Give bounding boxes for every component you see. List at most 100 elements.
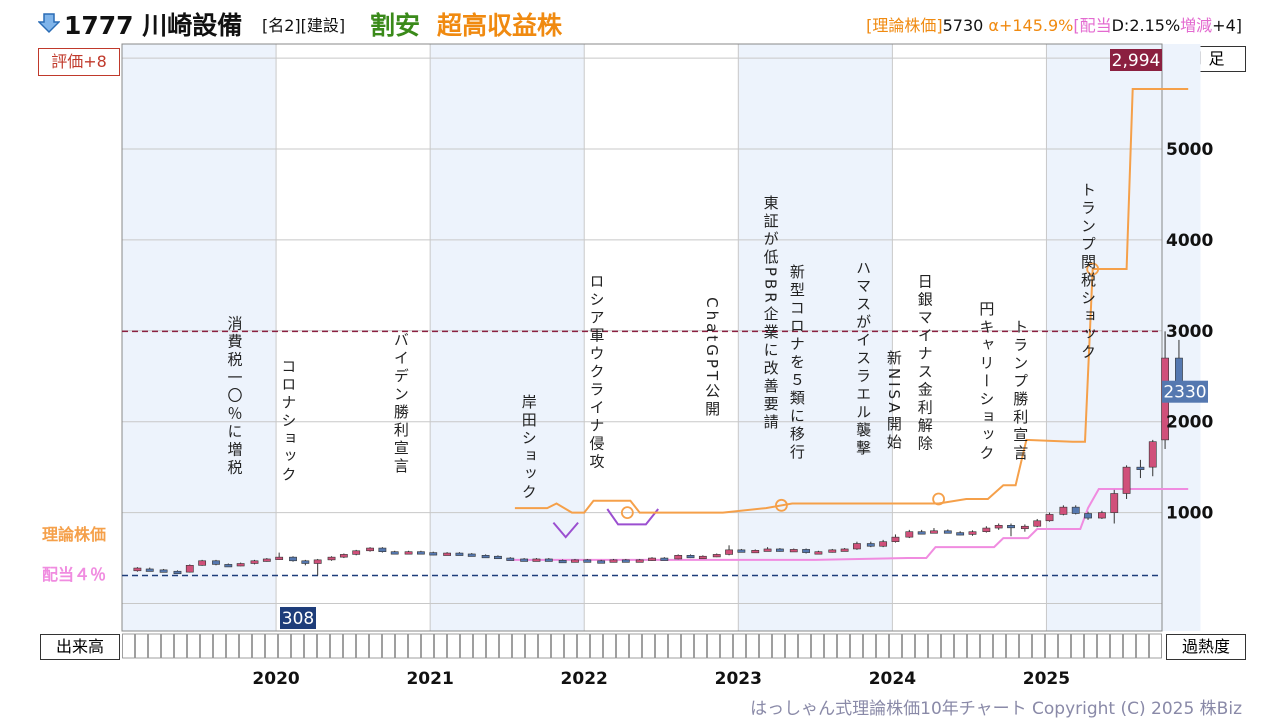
- candle-body: [212, 560, 220, 565]
- dividend-line-label: 配当４％: [42, 565, 107, 584]
- alpha-value: α+145.9%: [988, 16, 1074, 35]
- volume-cell: [746, 633, 759, 659]
- volume-cell: [954, 633, 967, 659]
- theory-price-value: 5730: [942, 16, 984, 35]
- candle-body: [1045, 514, 1054, 522]
- volume-cell: [278, 633, 291, 659]
- theory-marker: [932, 492, 945, 506]
- copyright-footer: はっしゃん式理論株価10年チャート Copyright (C) 2025 株Bi…: [750, 699, 1242, 719]
- candle-body: [917, 531, 926, 535]
- year-label: 2021: [406, 669, 453, 689]
- volume-cell: [707, 633, 720, 659]
- candle-body: [698, 555, 707, 560]
- candle-body: [891, 536, 900, 542]
- volume-cell: [1149, 633, 1162, 659]
- volume-cell: [889, 633, 902, 659]
- event-annotation: コロナショック: [279, 359, 297, 485]
- change-label: 増減: [1180, 16, 1213, 35]
- candle-body: [635, 559, 644, 563]
- volume-cell: [460, 633, 473, 659]
- market-sector-tags: [名2][建設]: [262, 16, 346, 35]
- volume-cell: [265, 633, 278, 659]
- candle-body: [378, 547, 387, 552]
- candle-body: [583, 559, 592, 563]
- volume-cell: [967, 633, 980, 659]
- overheat-label: 過熱度: [1166, 634, 1246, 660]
- theory-marker: [1086, 262, 1100, 276]
- volume-cell: [1136, 633, 1149, 659]
- event-annotation: 新型コロナを５類に移行: [788, 264, 806, 462]
- plot-frame: [121, 43, 1163, 632]
- volume-cell: [824, 633, 837, 659]
- volume-cell: [1019, 633, 1032, 659]
- volume-cell: [681, 633, 694, 659]
- candle-body: [390, 551, 399, 555]
- event-annotation: ロシア軍ウクライナ侵攻: [588, 273, 606, 471]
- candle-body: [159, 569, 168, 573]
- candle-body: [1071, 506, 1080, 514]
- ticker-title: 1777 川崎設備: [64, 11, 243, 40]
- volume-cell: [1058, 633, 1071, 659]
- header: 1777 川崎設備 [名2][建設] 割安 超高収益株 [理論株価]5730 α…: [0, 0, 1280, 44]
- volume-cell: [837, 633, 850, 659]
- volume-cell: [200, 633, 213, 659]
- candle-body: [1059, 506, 1068, 515]
- volume-cell: [642, 633, 655, 659]
- candle-body: [725, 549, 733, 555]
- candle-body: [417, 551, 425, 555]
- event-annotation: 円キャリーショック: [977, 301, 995, 463]
- volume-cell: [291, 633, 304, 659]
- dividend-line: [507, 488, 1189, 561]
- volume-cell: [187, 633, 200, 659]
- volume-cell: [590, 633, 603, 659]
- volume-cell: [304, 633, 317, 659]
- volume-cell: [1123, 633, 1136, 659]
- current-price-tag: 2330: [1163, 383, 1206, 403]
- volume-cell: [525, 633, 538, 659]
- candle-body: [853, 543, 861, 550]
- volume-cell: [239, 633, 252, 659]
- candle-body: [494, 555, 502, 560]
- down-arrow-icon: [38, 13, 60, 34]
- volume-cell: [369, 633, 382, 659]
- candle-body: [763, 548, 772, 552]
- candle-body: [597, 560, 606, 564]
- valuation-label: 割安: [370, 11, 421, 40]
- candle-body: [1122, 466, 1131, 494]
- candle-body: [1136, 466, 1145, 470]
- candle-body: [1110, 493, 1119, 513]
- candle-body: [250, 560, 259, 564]
- rating-badge: 評価+8: [38, 48, 120, 76]
- volume-cell: [785, 633, 798, 659]
- candle-body: [313, 559, 322, 564]
- candle-body: [1148, 441, 1157, 468]
- candle-body: [609, 559, 618, 563]
- volume-cell: [772, 633, 785, 659]
- theory-marker: [620, 506, 634, 519]
- year-shade: [430, 44, 585, 631]
- candle-body: [775, 548, 784, 552]
- volume-cell: [226, 633, 239, 659]
- volume-cell: [1084, 633, 1097, 659]
- low-price-tag: 308: [282, 609, 314, 629]
- volume-cell: [395, 633, 408, 659]
- candle-body: [802, 549, 810, 553]
- candle-body: [686, 555, 695, 559]
- event-annotation: ハマスがイスラエル襲撃: [854, 260, 872, 458]
- high-price-tag-bg: [1110, 49, 1162, 71]
- candle-body: [648, 557, 656, 561]
- volume-cell: [486, 633, 499, 659]
- volume-cell: [629, 633, 642, 659]
- candle-body: [828, 549, 837, 553]
- year-shade: [1046, 44, 1201, 631]
- volume-label: 出来高: [40, 634, 120, 660]
- candle-body: [262, 558, 271, 562]
- candle-body: [520, 558, 529, 562]
- candle-body: [930, 530, 938, 534]
- volume-cell: [1006, 633, 1019, 659]
- candle-body: [481, 555, 490, 559]
- purple-line-segment: [606, 508, 659, 526]
- volume-cell: [213, 633, 226, 659]
- candle-body: [571, 559, 579, 563]
